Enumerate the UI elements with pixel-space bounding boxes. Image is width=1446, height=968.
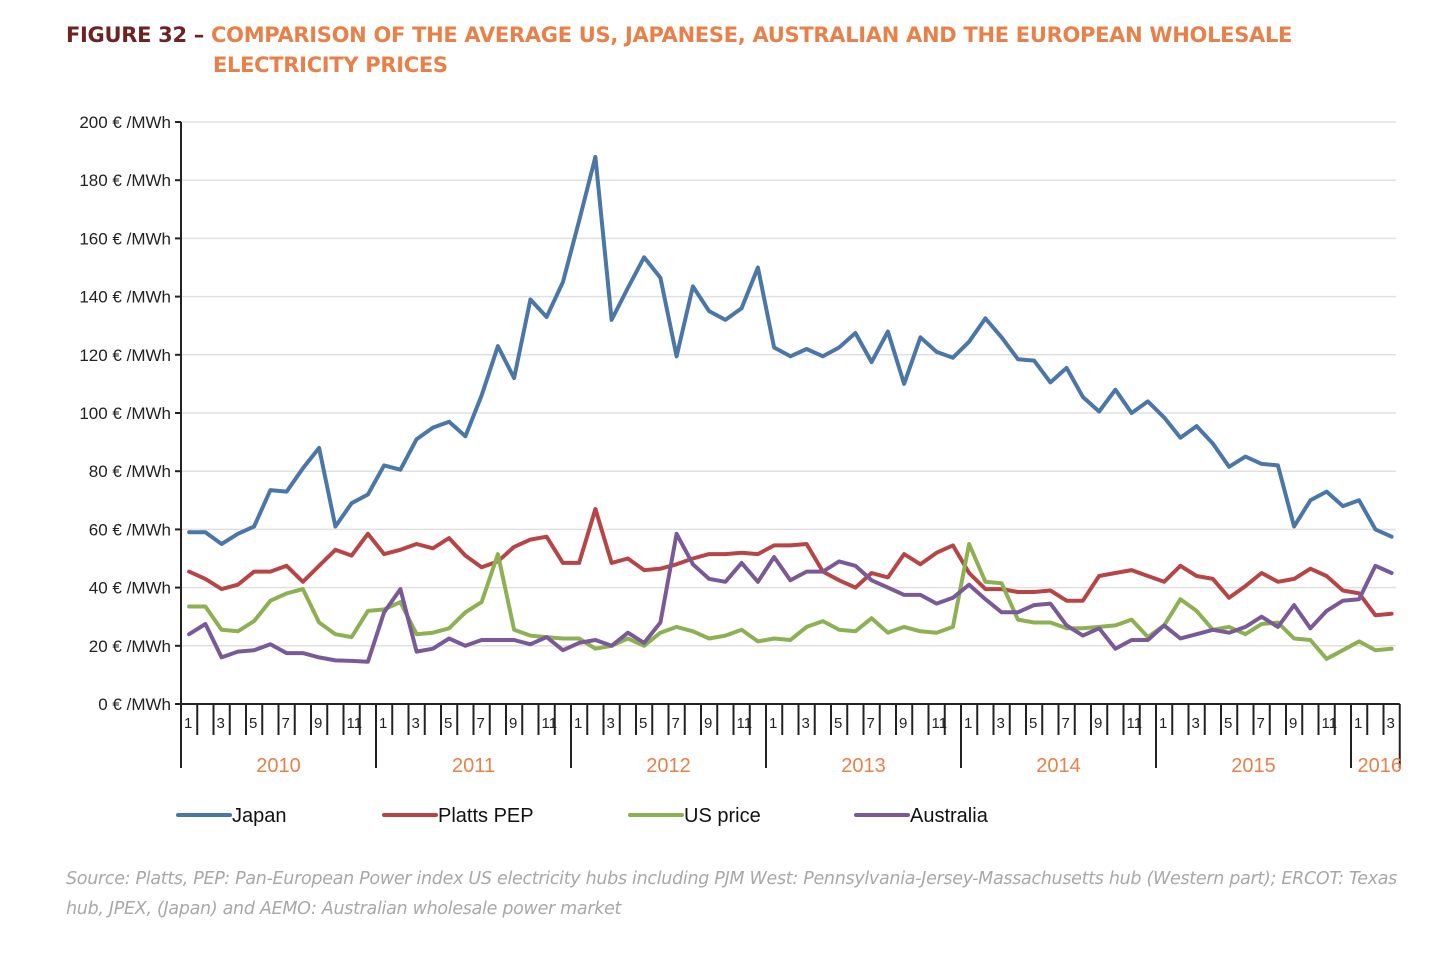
year-label: 2015 xyxy=(1231,755,1276,777)
line-chart: 0 € /MWh 20 € /MWh 40 € /MWh 60 € /MWh 80 € … xyxy=(79,113,1403,827)
month-tick-label: 5 xyxy=(249,715,257,732)
year-label: 2013 xyxy=(841,755,886,777)
month-tick-label: 1 xyxy=(379,715,387,732)
month-tick-label: 3 xyxy=(217,715,225,732)
month-tick-label: 9 xyxy=(899,715,907,732)
y-tick-label: 40 € /MWh xyxy=(89,579,171,598)
y-tick-label: 140 € /MWh xyxy=(79,288,171,307)
month-tick-label: 11 xyxy=(737,715,753,732)
month-tick-label: 5 xyxy=(444,715,452,732)
figure-title: FIGURE 32 – COMPARISON OF THE AVERAGE US… xyxy=(66,20,1292,80)
year-label: 2012 xyxy=(646,755,691,777)
month-tick-label: 1 xyxy=(964,715,972,732)
year-label: 2014 xyxy=(1036,755,1081,777)
month-tick-label: 11 xyxy=(1127,715,1143,732)
month-tick-label: 3 xyxy=(1387,715,1395,732)
legend-item: US price xyxy=(628,805,761,827)
y-tick-label: 80 € /MWh xyxy=(89,462,171,481)
year-label: 2010 xyxy=(256,755,301,777)
month-tick-label: 1 xyxy=(1159,715,1167,732)
legend-item: Australia xyxy=(854,805,989,827)
series-line-platts-pep xyxy=(187,507,1394,618)
month-tick-label: 7 xyxy=(1062,715,1070,732)
month-tick-label: 5 xyxy=(834,715,842,732)
figure-title-line1: COMPARISON OF THE AVERAGE US, JAPANESE, … xyxy=(211,23,1293,47)
month-tick-label: 3 xyxy=(997,715,1005,732)
month-tick-label: 9 xyxy=(314,715,322,732)
legend: Japan Platts PEP US price Australia xyxy=(176,805,989,827)
y-tick-label: 100 € /MWh xyxy=(79,404,171,423)
month-tick-label: 5 xyxy=(639,715,647,732)
y-tick-label: 160 € /MWh xyxy=(79,229,171,248)
month-tick-label: 1 xyxy=(574,715,582,732)
legend-item: Japan xyxy=(176,805,287,827)
month-tick-label: 3 xyxy=(802,715,810,732)
month-tick-label: 7 xyxy=(1257,715,1265,732)
month-tick-label: 3 xyxy=(1192,715,1200,732)
legend-label: Platts PEP xyxy=(438,805,534,827)
legend-label: Japan xyxy=(232,805,287,827)
year-label: 2016 xyxy=(1358,755,1403,777)
x-axis: 1 3 5 7 9 11 1 3 5 7 9 11 1 3 5 7 9 11 1 3 5 7 9 11 1 3 5 7 9 11 1 3 5 7 9… xyxy=(180,703,1403,777)
gridlines xyxy=(181,121,1396,647)
y-tick-label: 200 € /MWh xyxy=(79,113,171,132)
month-tick-label: 7 xyxy=(282,715,290,732)
month-tick-label: 9 xyxy=(1289,715,1297,732)
month-tick-label: 7 xyxy=(867,715,875,732)
y-tick-label: 20 € /MWh xyxy=(89,637,171,656)
y-tick-label: 60 € /MWh xyxy=(89,520,171,539)
month-tick-label: 7 xyxy=(672,715,680,732)
legend-label: US price xyxy=(684,805,761,827)
month-tick-label: 11 xyxy=(1322,715,1338,732)
y-tick-label: 180 € /MWh xyxy=(79,171,171,190)
year-label: 2011 xyxy=(452,755,495,777)
month-tick-label: 9 xyxy=(704,715,712,732)
month-tick-label: 7 xyxy=(477,715,485,732)
month-tick-label: 11 xyxy=(542,715,558,732)
month-tick-label: 3 xyxy=(607,715,615,732)
month-tick-label: 11 xyxy=(932,715,948,732)
series-line-japan xyxy=(187,154,1394,546)
month-tick-label: 5 xyxy=(1029,715,1037,732)
legend-item: Platts PEP xyxy=(382,805,534,827)
source-note: Source: Platts, PEP: Pan-European Power … xyxy=(66,869,1397,919)
series-line-australia xyxy=(187,531,1394,664)
series-lines xyxy=(187,154,1394,664)
month-tick-label: 1 xyxy=(184,715,192,732)
month-tick-label: 5 xyxy=(1224,715,1232,732)
month-tick-label: 3 xyxy=(412,715,420,732)
y-tick-label: 120 € /MWh xyxy=(79,346,171,365)
y-tick-label: 0 € /MWh xyxy=(98,695,171,714)
month-tick-label: 1 xyxy=(1354,715,1362,732)
month-tick-label: 1 xyxy=(769,715,777,732)
figure-number: FIGURE 32 – xyxy=(66,23,205,47)
month-tick-label: 9 xyxy=(509,715,517,732)
month-tick-label: 11 xyxy=(347,715,363,732)
series-line-us-price xyxy=(187,542,1394,661)
y-axis: 0 € /MWh 20 € /MWh 40 € /MWh 60 € /MWh 80 € … xyxy=(79,113,182,714)
legend-label: Australia xyxy=(910,805,989,827)
month-tick-label: 9 xyxy=(1094,715,1102,732)
figure-title-line2: ELECTRICITY PRICES xyxy=(213,53,448,77)
